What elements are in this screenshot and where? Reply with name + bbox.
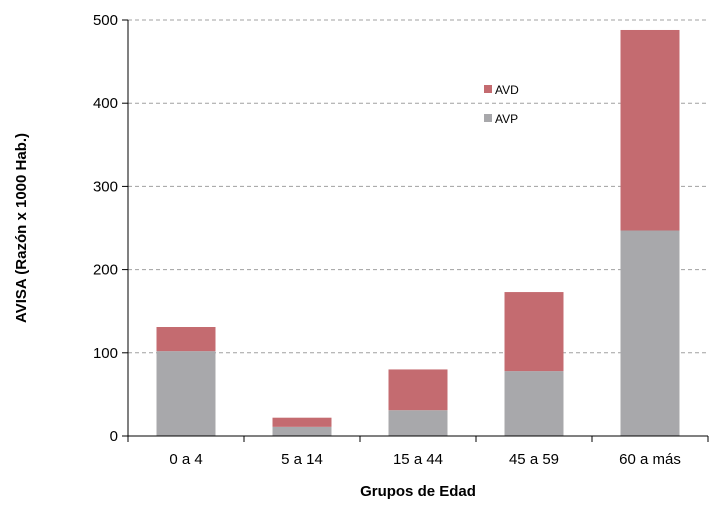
x-tick-labels: 0 a 4 5 a 14 15 a 44 45 a 59 60 a más: [169, 451, 681, 468]
y-tick-label: 0: [110, 428, 118, 445]
y-tick-label: 300: [93, 178, 118, 195]
y-tick-label: 200: [93, 262, 118, 279]
y-tick-labels: 0 100 200 300 400 500: [93, 12, 118, 445]
y-tick-label: 500: [93, 12, 118, 29]
bars: [156, 29, 680, 436]
y-tick-label: 100: [93, 345, 118, 362]
legend-swatch-avp: [484, 114, 492, 122]
y-tick-label: 400: [93, 95, 118, 112]
bar-avp: [504, 371, 564, 436]
bar-avp: [620, 230, 680, 436]
x-tick-label: 45 a 59: [509, 451, 559, 468]
x-tick-label: 5 a 14: [281, 451, 323, 468]
legend-swatch-avd: [484, 85, 492, 93]
bar-avp: [388, 410, 448, 436]
legend: AVD AVP: [484, 83, 519, 126]
bar-avp: [156, 351, 216, 436]
gridlines: [128, 19, 708, 354]
legend-label-avd: AVD: [495, 83, 519, 97]
x-tick-label: 60 a más: [619, 451, 681, 468]
x-tick-label: 0 a 4: [169, 451, 202, 468]
axes: [122, 19, 709, 442]
x-tick-label: 15 a 44: [393, 451, 443, 468]
x-axis-title: Grupos de Edad: [360, 483, 476, 500]
bar-avp: [272, 426, 332, 436]
bar-avd: [620, 29, 680, 231]
legend-label-avp: AVP: [495, 112, 518, 126]
bar-avd: [504, 292, 564, 372]
y-axis-title: AVISA (Razón x 1000 Hab.): [13, 133, 30, 323]
bar-avd: [388, 369, 448, 411]
bar-avd: [156, 327, 216, 352]
bar-avd: [272, 417, 332, 427]
